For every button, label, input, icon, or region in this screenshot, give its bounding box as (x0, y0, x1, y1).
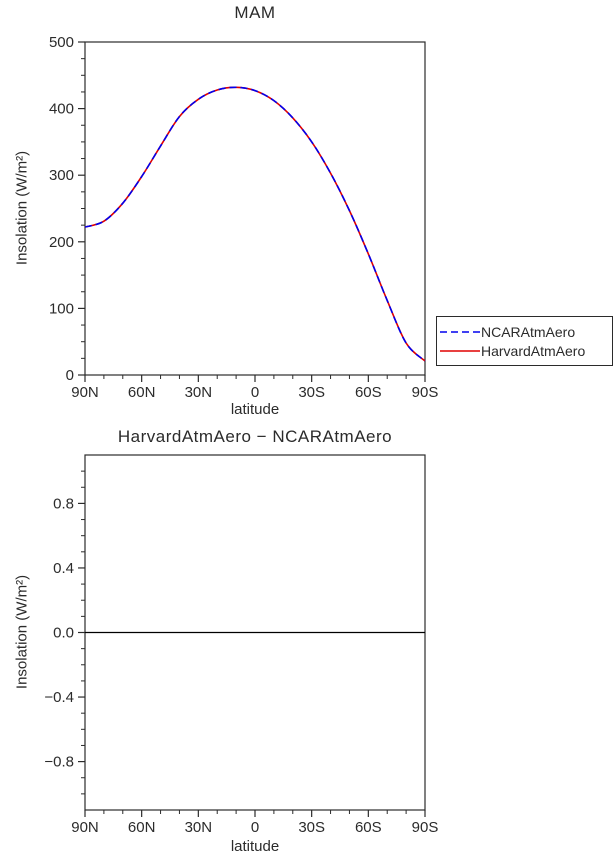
x-tick-label: 0 (251, 819, 259, 836)
legend-label-ncar: NCARAtmAero (481, 323, 576, 340)
chart-title-top: MAM (234, 3, 276, 22)
chart-title-bottom: HarvardAtmAero − NCARAtmAero (117, 427, 393, 446)
x-axis-label-top: latitude (230, 401, 280, 418)
y-axis-label-top: Insolation (W/m²) (13, 150, 31, 266)
plot-frame (84, 41, 426, 376)
chart-panel-0: 90N 60N 30N 0 30S 60S 90S 0 100 200 300 400 500 (49, 34, 438, 401)
y-tick-label: 300 (49, 167, 74, 184)
x-tick-label: 30S (298, 819, 325, 836)
x-tick-label: 90S (412, 384, 439, 401)
chart-panel-1: 90N 60N 30N 0 30S 60S 90S 0.8 0.4 0.0 −0.4 −0.8 (44, 454, 439, 836)
x-tick-label: 90S (412, 819, 439, 836)
y-tick-label: 500 (49, 34, 74, 51)
x-tick-label: 60S (355, 819, 382, 836)
y-tick-label: 0 (66, 367, 74, 384)
legend: NCARAtmAero HarvardAtmAero (436, 316, 613, 366)
legend-line-sample-ncar (440, 330, 480, 333)
legend-entry-ncar: NCARAtmAero (439, 324, 612, 340)
x-tick-label: 30N (185, 819, 213, 836)
x-tick-label: 30N (185, 384, 213, 401)
x-tick-label: 0 (251, 384, 259, 401)
y-tick-label: −0.4 (44, 689, 74, 706)
legend-entry-harvard: HarvardAtmAero (439, 343, 612, 359)
series-line-NCARAtmAero (84, 86, 426, 362)
y-tick-label: 0.0 (53, 625, 74, 642)
legend-label-harvard: HarvardAtmAero (481, 342, 586, 359)
x-tick-label: 30S (298, 384, 325, 401)
y-axis-label-bottom: Insolation (W/m²) (13, 574, 31, 690)
x-tick-label: 60S (355, 384, 382, 401)
x-tick-label: 90N (71, 819, 99, 836)
y-tick-label: 0.4 (53, 560, 74, 577)
y-tick-label: 200 (49, 234, 74, 251)
y-tick-label: 400 (49, 101, 74, 118)
legend-line-sample-harvard (440, 349, 480, 352)
y-tick-label: 0.8 (53, 495, 74, 512)
y-tick-label: 100 (49, 300, 74, 317)
x-tick-label: 60N (128, 819, 156, 836)
series-line-HarvardAtmAero (84, 86, 426, 362)
x-tick-label: 90N (71, 384, 99, 401)
x-tick-label: 60N (128, 384, 156, 401)
x-axis-label-bottom: latitude (230, 838, 280, 855)
y-tick-label: −0.8 (44, 754, 74, 771)
